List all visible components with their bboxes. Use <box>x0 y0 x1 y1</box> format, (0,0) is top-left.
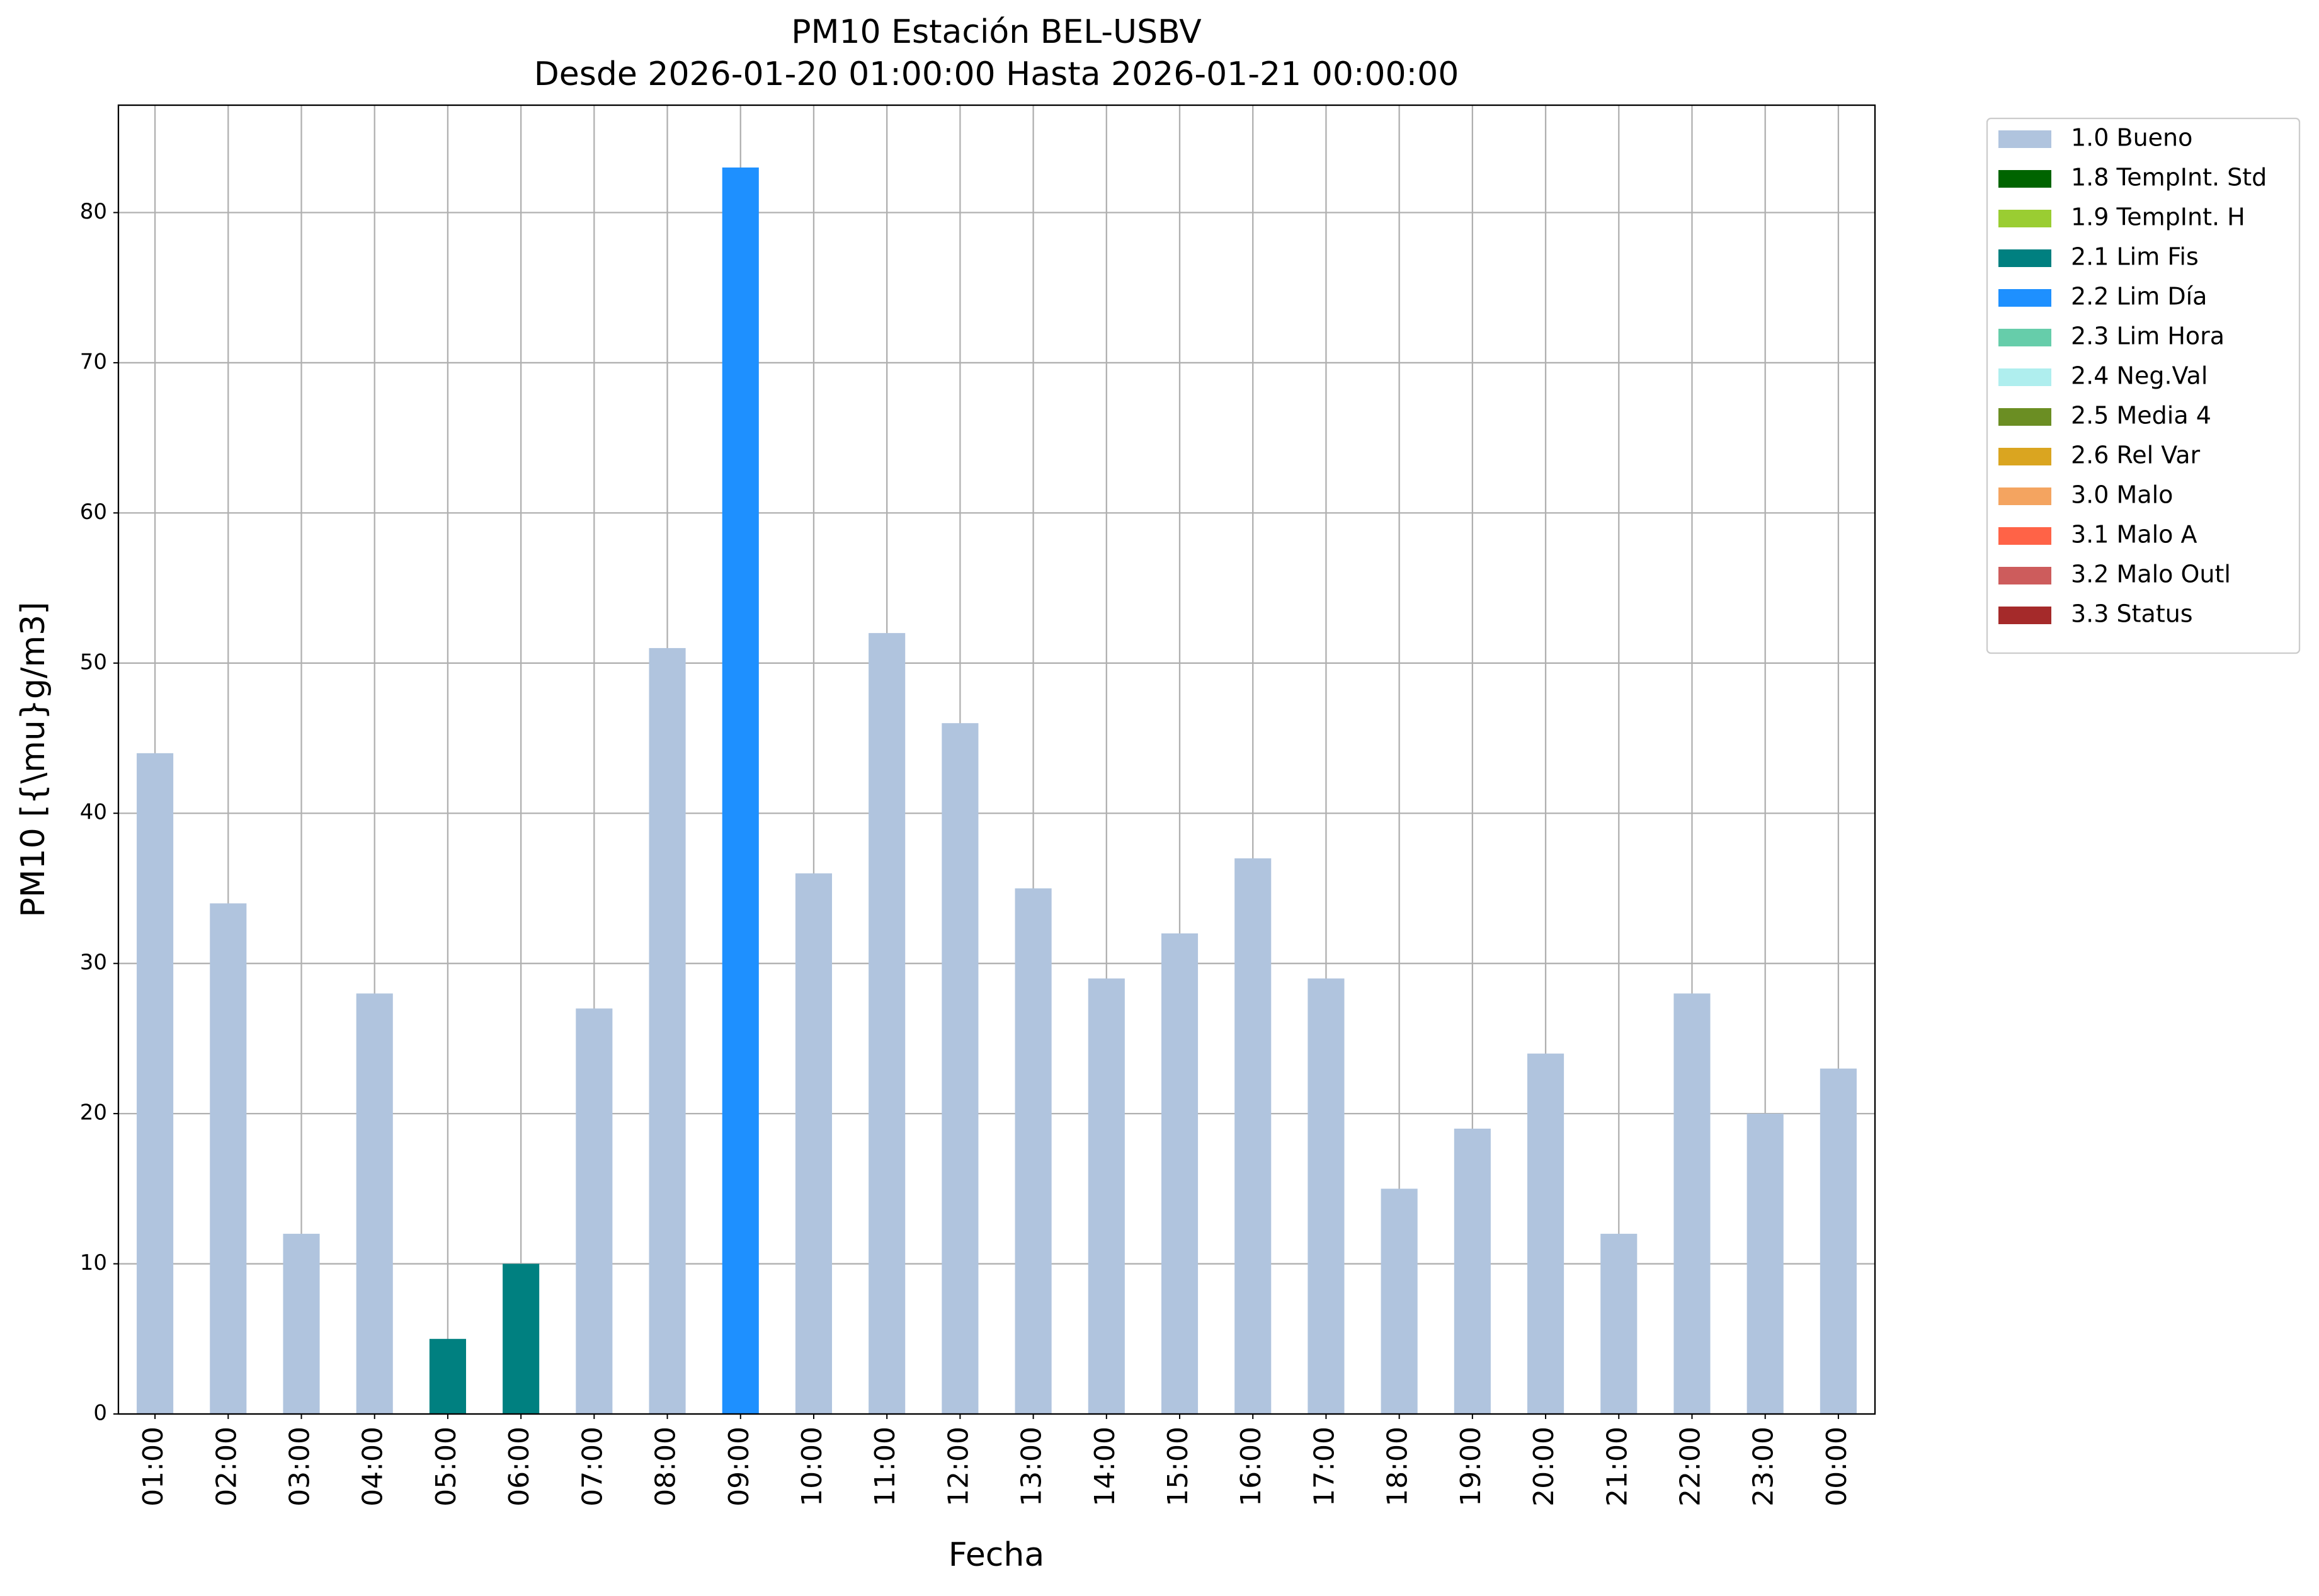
legend-label: 2.3 Lim Hora <box>2071 322 2225 350</box>
y-tick-label: 50 <box>80 649 107 675</box>
legend-label: 2.4 Neg.Val <box>2071 362 2208 390</box>
x-tick-label: 10:00 <box>796 1427 828 1507</box>
legend-label: 1.0 Bueno <box>2071 124 2192 152</box>
x-axis-label: Fecha <box>949 1536 1044 1574</box>
x-tick-label: 01:00 <box>137 1427 169 1507</box>
bar <box>869 633 906 1414</box>
legend-swatch <box>1998 527 2051 545</box>
bars <box>137 167 1857 1414</box>
x-tick-label: 23:00 <box>1748 1427 1780 1507</box>
legend-label: 2.2 Lim Día <box>2071 283 2207 311</box>
chart-title: PM10 Estación BEL-USBV <box>791 13 1202 51</box>
x-tick-label: 03:00 <box>284 1427 316 1507</box>
legend-label: 2.1 Lim Fis <box>2071 243 2199 271</box>
x-tick-label: 19:00 <box>1455 1427 1487 1507</box>
bar <box>210 903 247 1414</box>
bar <box>942 723 979 1414</box>
bar <box>1746 1114 1784 1414</box>
plot-frame <box>117 104 1876 1415</box>
x-tick-label: 09:00 <box>723 1427 755 1507</box>
x-tick-label: 17:00 <box>1308 1427 1340 1507</box>
bar <box>1161 933 1199 1414</box>
y-axis-label: PM10 [{\mu}g/m3] <box>14 601 52 917</box>
bar <box>429 1338 466 1414</box>
legend-swatch <box>1998 368 2051 386</box>
legend-swatch <box>1998 567 2051 584</box>
legend-label: 3.0 Malo <box>2071 481 2173 509</box>
x-tick-label: 06:00 <box>503 1427 535 1507</box>
bar <box>1088 978 1125 1414</box>
legend-swatch <box>1998 607 2051 624</box>
legend-label: 1.8 TempInt. Std <box>2071 164 2267 191</box>
bar <box>137 753 174 1414</box>
x-tick-label: 13:00 <box>1016 1427 1048 1507</box>
legend-swatch <box>1998 249 2051 267</box>
x-tick-label: 21:00 <box>1601 1427 1633 1507</box>
bar <box>1234 858 1272 1414</box>
legend-swatch <box>1998 289 2051 307</box>
y-tick-label: 60 <box>80 499 107 525</box>
bar <box>283 1233 320 1414</box>
x-tick-label: 16:00 <box>1235 1427 1267 1507</box>
legend-swatch <box>1998 487 2051 505</box>
legend-label: 3.3 Status <box>2071 600 2193 628</box>
x-tick-label: 14:00 <box>1089 1427 1121 1507</box>
bar <box>1015 888 1052 1414</box>
legend-box <box>1986 117 2301 654</box>
bar <box>722 167 759 1414</box>
legend-swatch <box>1998 329 2051 346</box>
x-tick-label: 20:00 <box>1528 1427 1560 1507</box>
y-tick-label: 0 <box>93 1401 107 1426</box>
y-tick-label: 20 <box>80 1100 107 1126</box>
y-tick-label: 40 <box>80 800 107 825</box>
bar <box>1673 993 1711 1414</box>
y-tick-label: 30 <box>80 950 107 975</box>
x-tick-label: 12:00 <box>942 1427 974 1507</box>
legend-label: 1.9 TempInt. H <box>2071 203 2245 231</box>
x-tick-label: 02:00 <box>210 1427 242 1507</box>
x-tick-label: 15:00 <box>1162 1427 1194 1507</box>
bar <box>1308 978 1345 1414</box>
y-tick-label: 80 <box>80 199 107 224</box>
x-tick-label: 18:00 <box>1382 1427 1414 1507</box>
bar <box>1381 1188 1418 1414</box>
x-tick-label: 07:00 <box>576 1427 608 1507</box>
x-tick-label: 04:00 <box>357 1427 389 1507</box>
bar <box>1600 1233 1638 1414</box>
x-tick-label: 08:00 <box>650 1427 682 1507</box>
legend-label: 3.2 Malo Outl <box>2071 561 2231 588</box>
legend-swatch <box>1998 130 2051 148</box>
bar <box>576 1008 613 1414</box>
x-tick-label: 05:00 <box>430 1427 462 1507</box>
legend-label: 2.6 Rel Var <box>2071 442 2201 469</box>
legend-label: 2.5 Media 4 <box>2071 402 2211 430</box>
bar <box>1527 1053 1564 1414</box>
x-tick-label: 00:00 <box>1821 1427 1853 1507</box>
y-tick-label: 10 <box>80 1250 107 1275</box>
bar <box>649 647 686 1414</box>
legend-label: 3.1 Malo A <box>2071 521 2197 549</box>
bar <box>503 1263 540 1414</box>
x-tick-label: 22:00 <box>1674 1427 1706 1507</box>
bar <box>1820 1068 1857 1414</box>
bar <box>356 993 393 1414</box>
x-tick-label: 11:00 <box>869 1427 901 1507</box>
bar <box>1454 1128 1491 1414</box>
legend-swatch <box>1998 448 2051 465</box>
bar <box>795 873 833 1414</box>
legend-swatch <box>1998 210 2051 227</box>
chart-subtitle: Desde 2026-01-20 01:00:00 Hasta 2026-01-… <box>534 55 1459 93</box>
y-tick-label: 70 <box>80 349 107 374</box>
legend-swatch <box>1998 408 2051 426</box>
legend-swatch <box>1998 170 2051 188</box>
